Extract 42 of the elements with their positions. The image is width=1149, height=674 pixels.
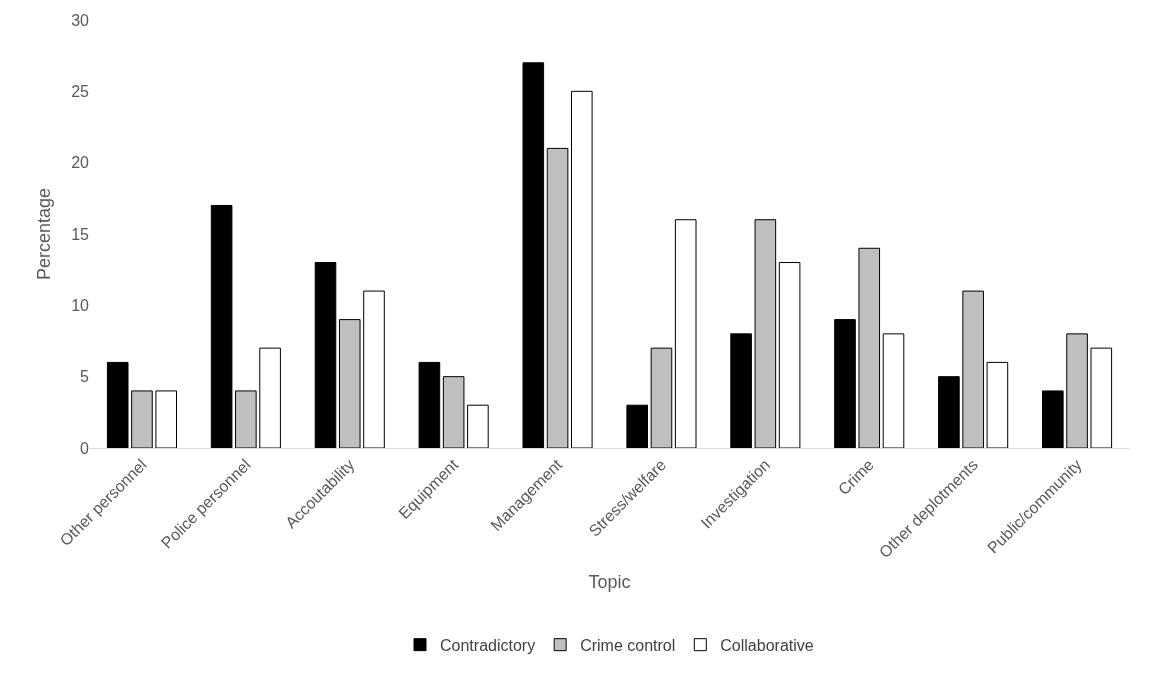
- bar: [522, 62, 545, 448]
- bar: [730, 333, 752, 448]
- y-tick-label: 0: [80, 439, 90, 457]
- bar: [962, 290, 984, 448]
- y-tick-label: 10: [71, 296, 90, 314]
- bar: [418, 361, 441, 448]
- bar: [314, 262, 337, 448]
- bar: [1066, 333, 1088, 448]
- bar: [570, 90, 593, 448]
- bar: [210, 204, 233, 448]
- y-tick-label: 20: [71, 154, 90, 172]
- bar: [754, 219, 777, 448]
- bar: [155, 390, 177, 448]
- legend-label: Contradictory: [440, 636, 536, 654]
- bar: [674, 219, 697, 448]
- bar: [834, 319, 856, 448]
- legend-label: Crime control: [580, 636, 676, 654]
- bar: [650, 347, 673, 448]
- bar: [986, 361, 1009, 448]
- bar: [131, 390, 153, 448]
- bar: [778, 262, 801, 448]
- y-tick-label: 25: [71, 82, 90, 100]
- legend-label: Collaborative: [720, 636, 814, 654]
- y-axis-title: Percentage: [34, 187, 55, 281]
- bar: [1042, 390, 1064, 448]
- bar: [882, 333, 905, 448]
- y-tick-label: 5: [80, 368, 90, 386]
- bar: [858, 247, 881, 448]
- bar: [259, 347, 281, 448]
- bar: [338, 319, 361, 448]
- bar: [546, 147, 569, 448]
- x-axis-title: Topic: [588, 572, 631, 593]
- bar: [467, 404, 489, 448]
- bar: [235, 390, 257, 448]
- bar: [626, 404, 649, 448]
- bar: [106, 361, 129, 448]
- bar: [363, 290, 385, 448]
- bar: [442, 376, 465, 448]
- bar: [938, 376, 960, 448]
- bar: [1090, 347, 1113, 448]
- y-tick-label: 15: [71, 225, 90, 243]
- y-tick-label: 30: [71, 11, 90, 29]
